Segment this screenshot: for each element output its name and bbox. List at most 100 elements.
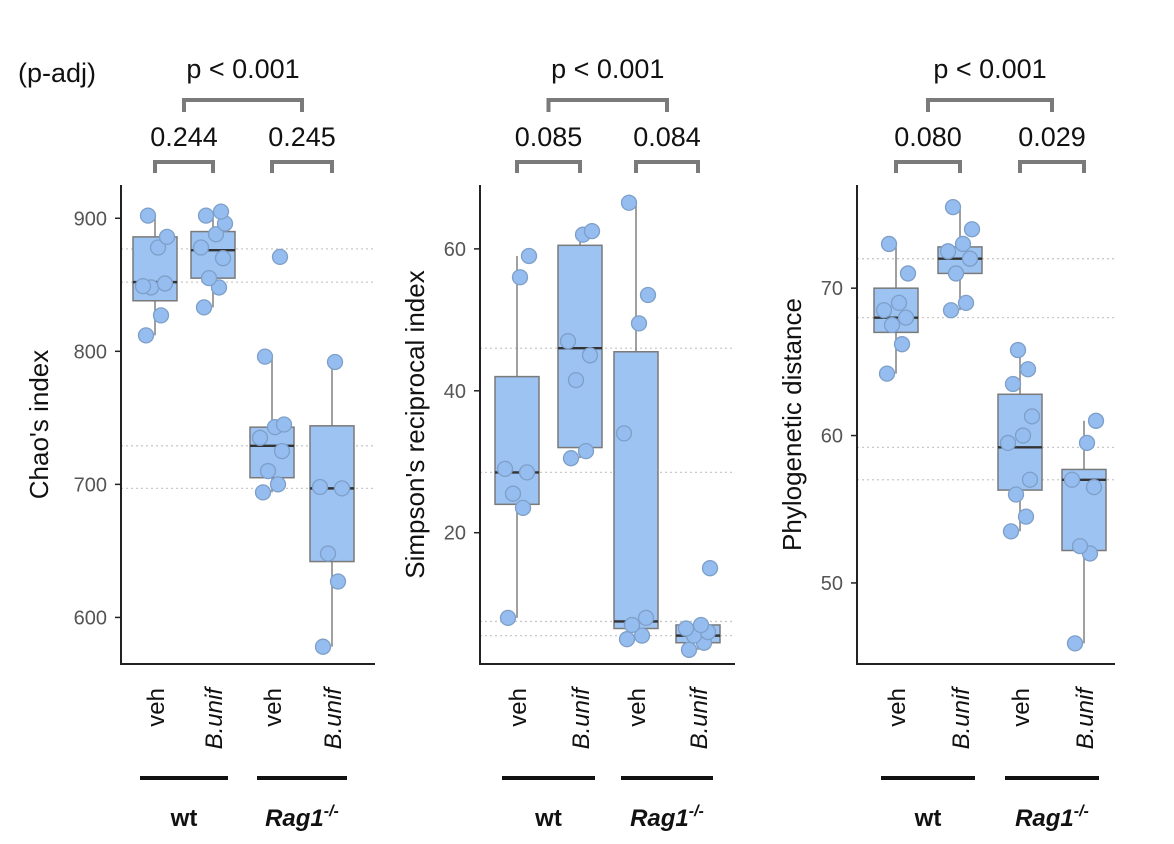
data-point	[939, 243, 957, 260]
y-tick-label: 40	[444, 381, 466, 403]
x-category-label: B.unif	[686, 686, 713, 750]
data-point	[1021, 471, 1039, 488]
data-point	[134, 277, 152, 295]
data-point	[149, 239, 167, 256]
data-point	[1023, 408, 1041, 425]
pvalue-bracket-within	[153, 160, 215, 173]
pvalue-between-label: p < 0.001	[933, 54, 1046, 84]
data-point	[1007, 486, 1025, 503]
y-tick-label: 60	[821, 426, 843, 448]
pvalue-bracket-within	[270, 160, 334, 173]
x-category-label: veh	[1008, 688, 1035, 727]
data-point	[677, 620, 695, 637]
data-point	[273, 442, 291, 460]
box-1	[873, 235, 919, 382]
box-1	[494, 247, 540, 627]
data-point	[633, 627, 651, 644]
data-point	[271, 248, 289, 266]
pvalue-bracket-between	[182, 98, 304, 112]
box-4	[675, 560, 721, 658]
group-label: wt	[914, 805, 942, 832]
y-tick-label: 800	[74, 341, 107, 363]
group-label-superscript: -/-	[689, 803, 704, 820]
box-iqr	[613, 351, 659, 630]
data-point	[499, 609, 517, 627]
box-3	[997, 341, 1043, 540]
chart-panel-2: 20 40 60 Simpson's reciprocal index veh B.uni…	[400, 54, 735, 832]
data-point	[875, 302, 893, 319]
data-point	[137, 327, 155, 344]
data-point	[504, 485, 522, 502]
data-point	[618, 631, 636, 648]
data-point	[1019, 361, 1037, 378]
box-2	[557, 222, 603, 467]
pvalue-between-label: p < 0.001	[186, 54, 299, 84]
group-label: Rag1-/-	[1015, 803, 1089, 832]
data-point	[329, 573, 347, 590]
pvalue-bracket-between	[546, 98, 669, 112]
data-point	[212, 203, 230, 220]
y-tick-label: 50	[821, 573, 843, 595]
data-point	[275, 416, 293, 433]
data-point	[1004, 375, 1022, 393]
data-point	[326, 353, 344, 371]
pvalue-within-label: 0.029	[1018, 122, 1086, 152]
data-point	[156, 275, 174, 292]
data-point	[878, 365, 896, 382]
data-point	[319, 545, 337, 562]
data-point	[139, 207, 157, 224]
pvalue-bracket-between	[926, 98, 1054, 112]
data-point	[1085, 478, 1103, 496]
data-point	[899, 265, 917, 282]
data-point	[311, 478, 329, 496]
box-2	[190, 203, 236, 316]
pvalue-within-label: 0.244	[150, 122, 218, 152]
x-category-label: B.unif	[320, 686, 347, 750]
data-point	[890, 294, 908, 312]
data-point	[963, 221, 981, 238]
data-point	[214, 250, 232, 267]
pvalue-bracket-within	[634, 160, 700, 173]
y-tick-label: 70	[821, 278, 843, 300]
group-label-superscript: -/-	[324, 803, 339, 820]
data-point	[259, 462, 277, 480]
pvalue-within-label: 0.080	[894, 122, 962, 152]
data-point	[680, 641, 698, 658]
y-tick-label: 60	[444, 239, 466, 261]
box-1	[132, 207, 178, 344]
pvalue-between-label: p < 0.001	[551, 54, 664, 84]
group-label: Rag1-/-	[265, 803, 339, 832]
data-point	[897, 309, 915, 326]
x-category-label: B.unif	[568, 686, 595, 750]
x-category-label: veh	[624, 688, 651, 727]
p-adj-label: (p-adj)	[18, 58, 96, 88]
box-2	[937, 198, 983, 319]
data-point	[518, 464, 536, 481]
data-point	[1066, 635, 1084, 652]
data-point	[583, 222, 601, 240]
y-axis-title: Simpson's reciprocal index	[400, 270, 430, 578]
group-label: wt	[534, 805, 562, 832]
data-point	[620, 194, 638, 211]
pvalue-bracket-within	[894, 160, 962, 173]
data-point	[942, 302, 960, 319]
data-point	[207, 226, 225, 243]
data-point	[197, 207, 215, 224]
data-point	[158, 228, 176, 246]
box-4	[309, 353, 355, 655]
data-point	[701, 560, 719, 577]
data-point	[333, 480, 351, 497]
pvalue-within-label: 0.085	[515, 122, 583, 152]
data-point	[692, 616, 710, 634]
box-4	[1061, 412, 1107, 652]
data-point	[1002, 523, 1020, 540]
group-label: Rag1-/-	[630, 803, 704, 832]
data-point	[520, 247, 538, 265]
data-point	[623, 616, 641, 634]
group-label-superscript: -/-	[1074, 803, 1089, 820]
box-3	[249, 248, 295, 501]
data-point	[615, 425, 633, 442]
x-category-label: veh	[260, 688, 287, 727]
x-category-label: veh	[505, 688, 532, 727]
pvalue-within-label: 0.084	[633, 122, 701, 152]
